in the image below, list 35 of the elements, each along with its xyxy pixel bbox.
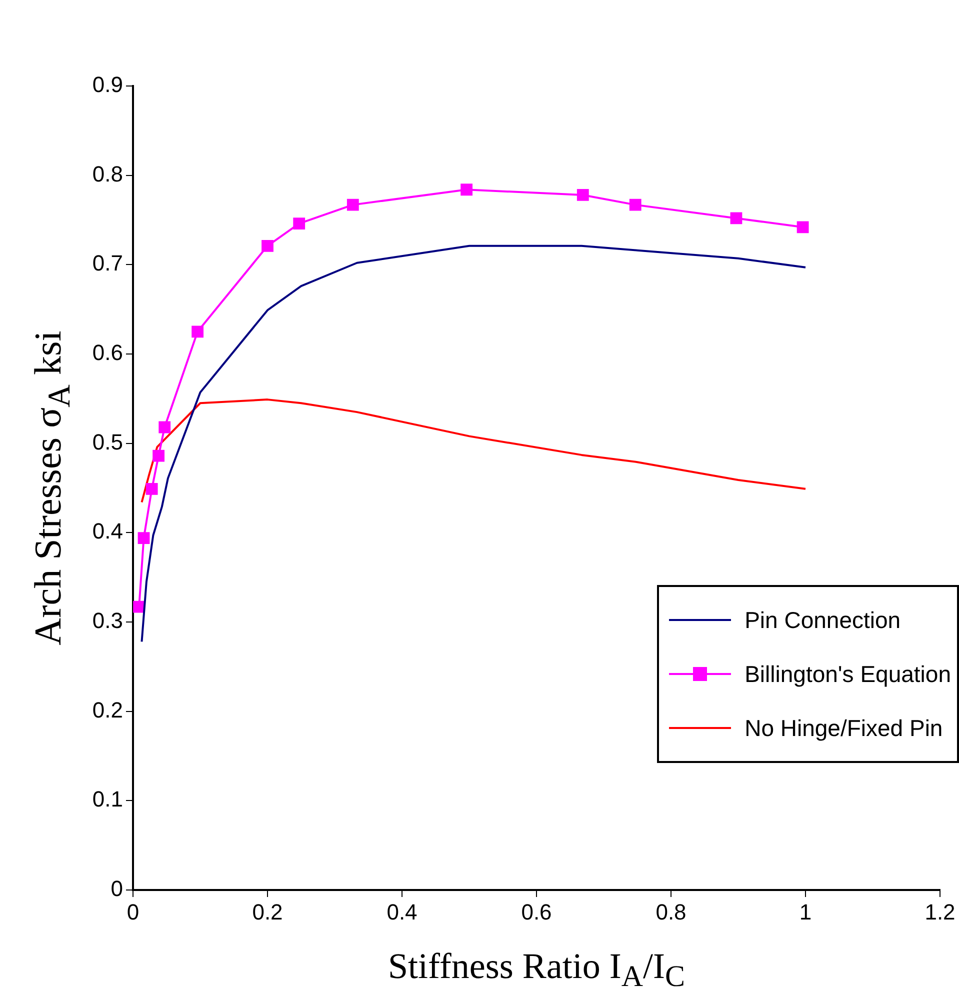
point xyxy=(133,600,145,613)
x-tick-label: 0 xyxy=(126,899,140,924)
x-tick-label: 0.2 xyxy=(252,899,283,924)
y-tick-label: 0.6 xyxy=(92,340,123,366)
y-tick-label: 0.9 xyxy=(92,72,123,98)
point xyxy=(138,532,150,544)
y-tick-label: 0.5 xyxy=(92,429,123,454)
x-tick-label: 0.4 xyxy=(386,899,418,924)
x-tick-label: 1.2 xyxy=(924,899,956,924)
y-tick-label: 0.2 xyxy=(92,697,123,722)
point xyxy=(152,450,165,462)
x-tick-label: 1 xyxy=(799,899,812,924)
y-tick-label: 0 xyxy=(110,876,123,902)
legend-label: Billington's Equation xyxy=(744,660,951,688)
point xyxy=(293,218,306,230)
y-tick-label: 0.4 xyxy=(92,518,123,544)
legend-label: Pin Connection xyxy=(744,606,901,634)
y-tick-label: 0.7 xyxy=(92,250,123,276)
x-axis-title: Stiffness Ratio I$_{A}$/I$_{C}$ xyxy=(388,945,686,994)
point xyxy=(576,189,589,201)
point xyxy=(346,198,359,211)
x-tick-label: 0.6 xyxy=(521,899,552,924)
y-tick-label: 0.8 xyxy=(92,161,123,186)
legend-label: No Hinge/Fixed Pin xyxy=(744,714,943,742)
y-tick-label: 0.1 xyxy=(92,786,123,812)
point xyxy=(158,421,171,434)
x-tick-label: 0.8 xyxy=(656,899,686,924)
point xyxy=(192,326,204,338)
point xyxy=(629,198,642,211)
y-tick-label: 0.3 xyxy=(92,608,123,634)
point xyxy=(796,221,809,234)
point xyxy=(262,240,274,252)
point xyxy=(730,212,742,224)
point xyxy=(460,184,473,196)
point xyxy=(146,482,158,495)
